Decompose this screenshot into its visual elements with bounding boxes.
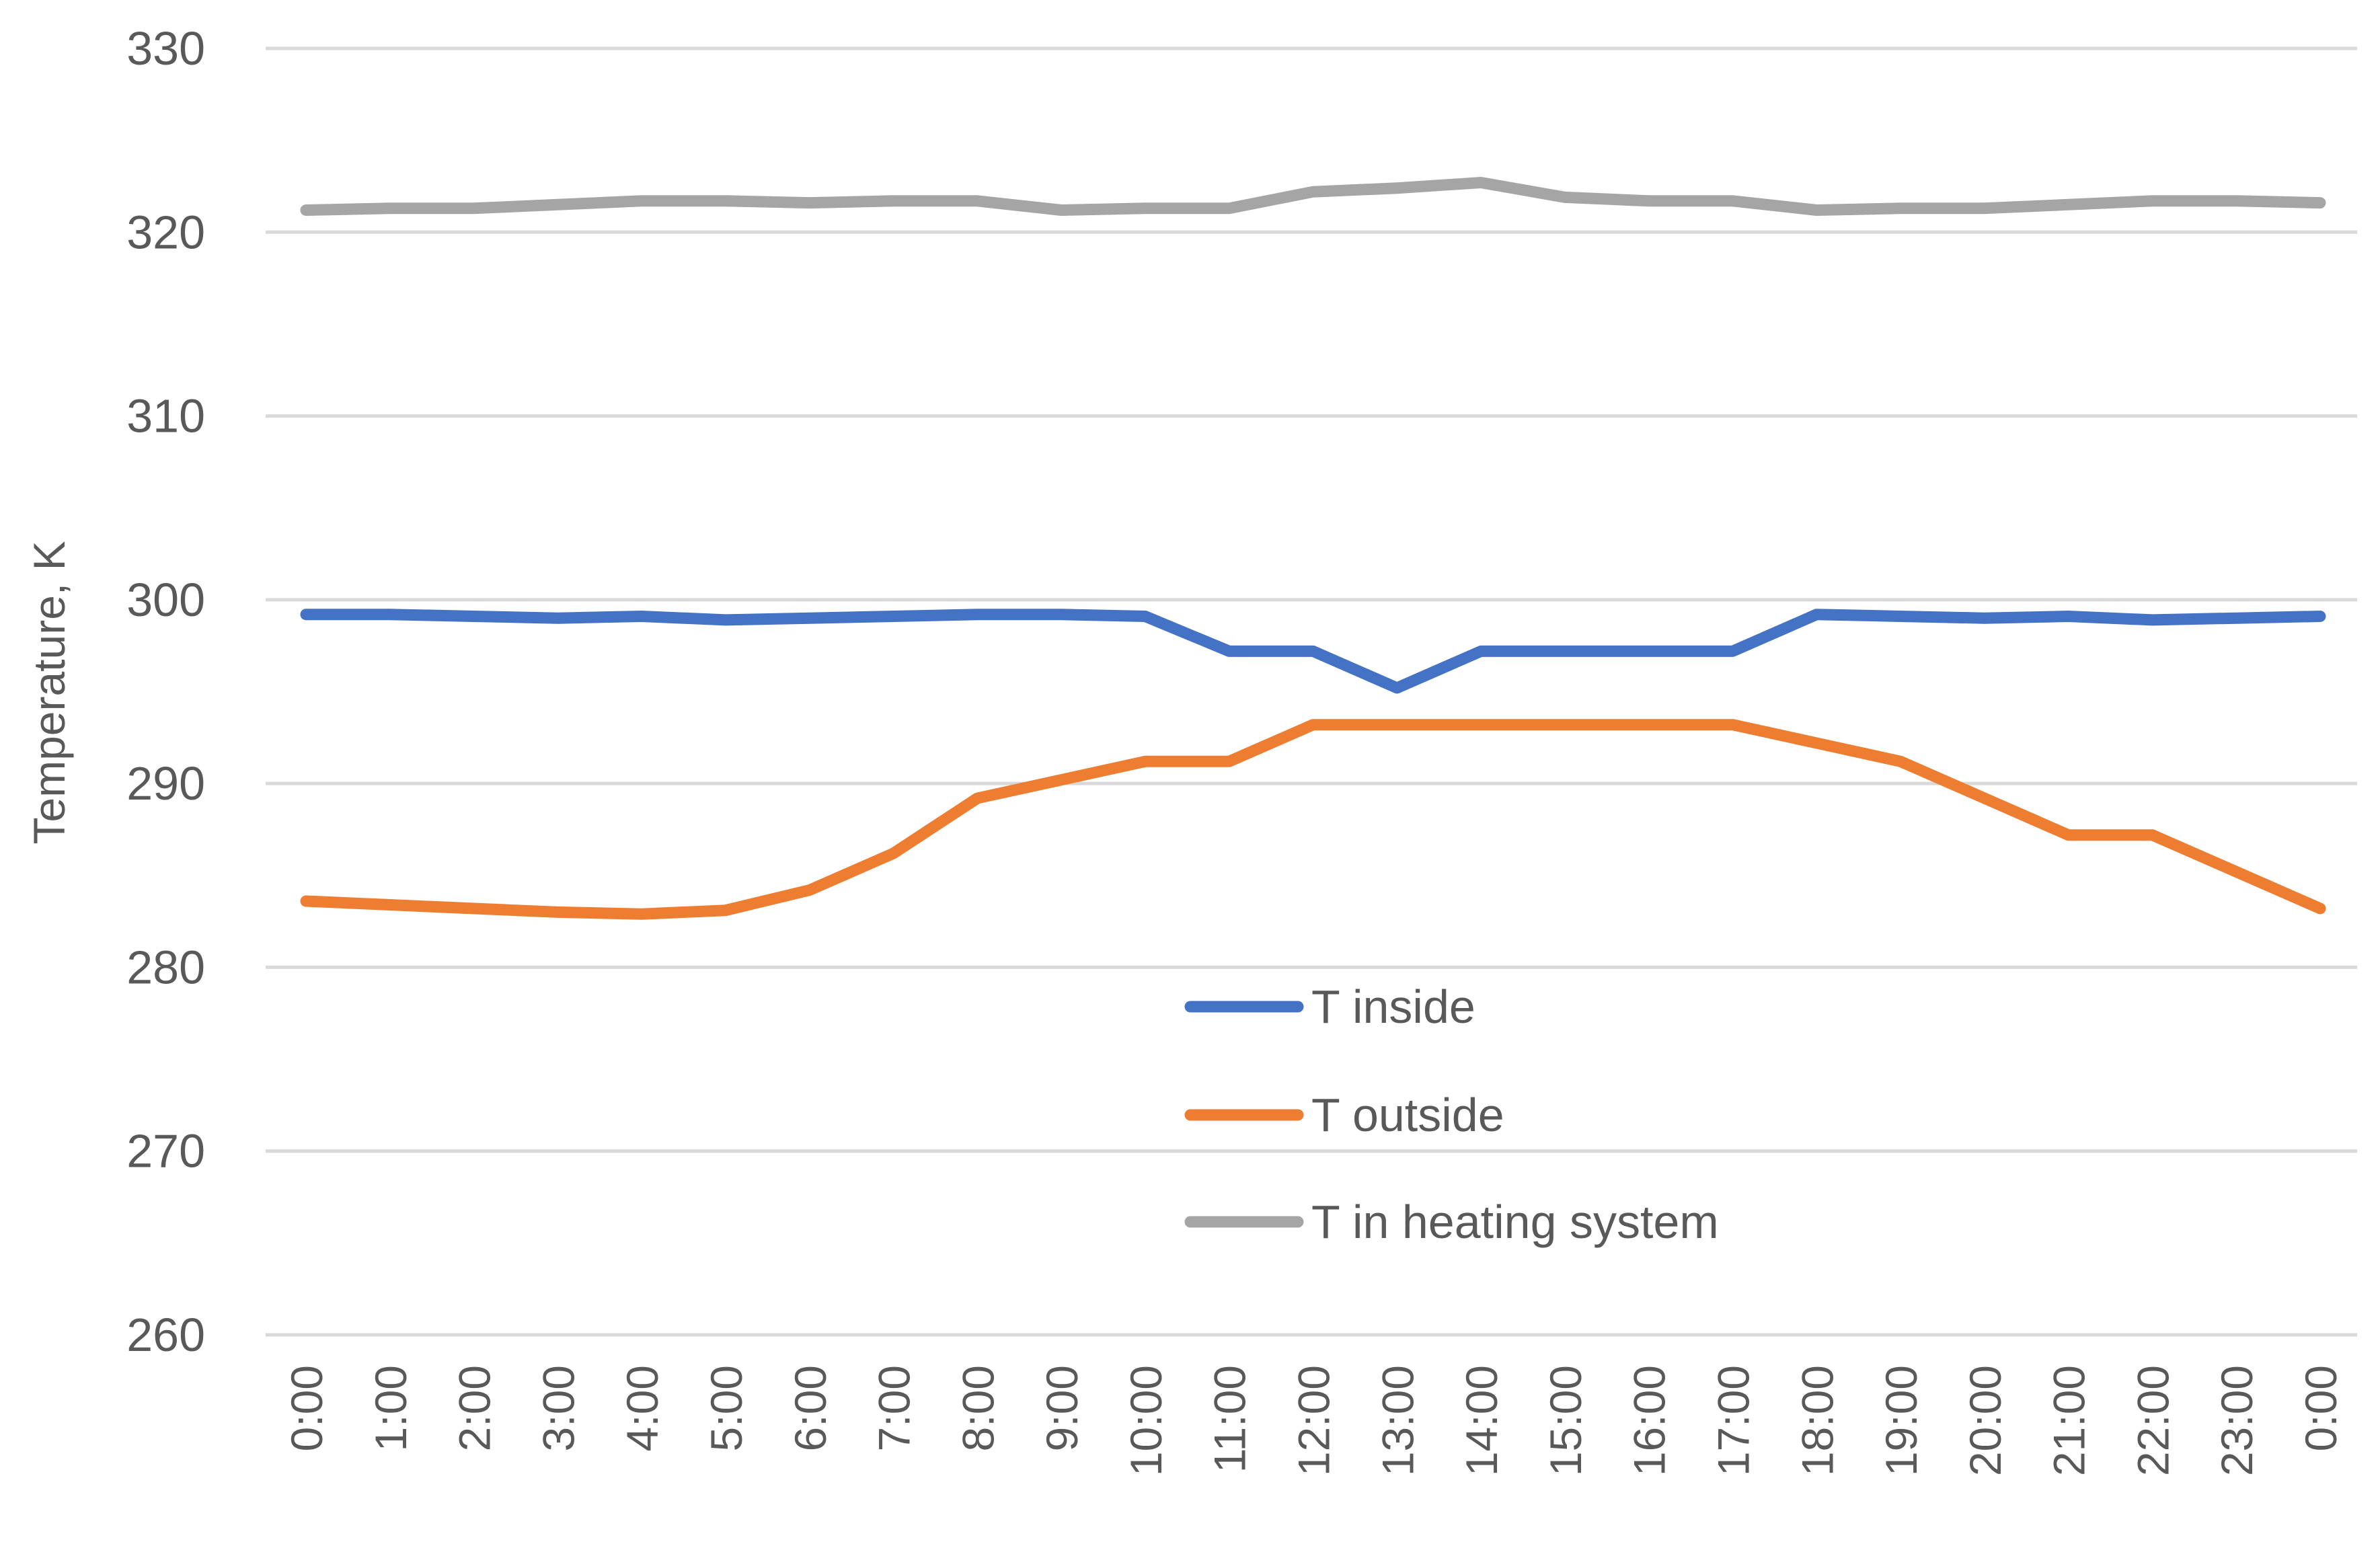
x-tick-label: 16:00 [1625, 1365, 1675, 1476]
y-axis-ticks: 260 270 280 290 300 310 320 330 [126, 22, 205, 1361]
y-tick-label: 310 [126, 390, 205, 442]
legend-item: T in heating system [1184, 1196, 1719, 1248]
x-tick-label: 4:00 [617, 1365, 667, 1451]
x-tick-label: 3:00 [533, 1365, 583, 1451]
y-tick-label: 300 [126, 574, 205, 626]
series-lines [300, 177, 2326, 920]
x-tick-label: 6:00 [785, 1365, 835, 1451]
y-tick-label: 270 [126, 1125, 205, 1177]
legend-label: T inside [1311, 980, 1475, 1033]
y-tick-label: 320 [126, 206, 205, 258]
x-axis-ticks: 0:00 1:00 2:00 3:00 4:00 5:00 6:00 7:00 8:00 9:00… [282, 1365, 2346, 1476]
series-line-2 [300, 177, 2326, 216]
legend-label: T in heating system [1311, 1196, 1719, 1248]
x-tick-label: 14:00 [1457, 1365, 1506, 1476]
x-tick-label: 1:00 [366, 1365, 416, 1451]
x-tick-label: 7:00 [870, 1365, 919, 1451]
x-tick-label: 18:00 [1792, 1365, 1842, 1476]
series-line-0 [300, 609, 2326, 694]
x-tick-label: 20:00 [1960, 1365, 2010, 1476]
x-tick-label: 5:00 [701, 1365, 751, 1451]
x-tick-label: 21:00 [2044, 1365, 2094, 1476]
x-tick-label: 9:00 [1037, 1365, 1087, 1451]
x-tick-label: 0:00 [2296, 1365, 2346, 1451]
x-tick-label: 15:00 [1541, 1365, 1590, 1476]
legend-item: T inside [1184, 980, 1475, 1033]
y-tick-label: 330 [126, 22, 205, 75]
x-tick-label: 17:00 [1708, 1365, 1758, 1476]
legend-item: T outside [1184, 1089, 1504, 1141]
x-tick-label: 22:00 [2128, 1365, 2178, 1476]
x-tick-label: 11:00 [1205, 1365, 1255, 1473]
x-tick-label: 2:00 [450, 1365, 500, 1451]
x-tick-label: 13:00 [1373, 1365, 1422, 1476]
series-line-1 [300, 719, 2326, 920]
y-tick-label: 260 [126, 1309, 205, 1361]
x-tick-label: 8:00 [953, 1365, 1003, 1451]
y-axis-label: Temperature, K [24, 541, 74, 844]
y-tick-label: 290 [126, 757, 205, 810]
x-tick-label: 12:00 [1289, 1365, 1339, 1476]
x-tick-label: 19:00 [1876, 1365, 1926, 1476]
x-tick-label: 0:00 [282, 1365, 332, 1451]
x-tick-label: 10:00 [1121, 1365, 1171, 1476]
legend-label: T outside [1311, 1089, 1504, 1141]
y-tick-label: 280 [126, 941, 205, 993]
x-tick-label: 23:00 [2212, 1365, 2262, 1476]
gridlines [266, 46, 2357, 1337]
legend: T inside T outside T in heating system [1184, 980, 1719, 1248]
